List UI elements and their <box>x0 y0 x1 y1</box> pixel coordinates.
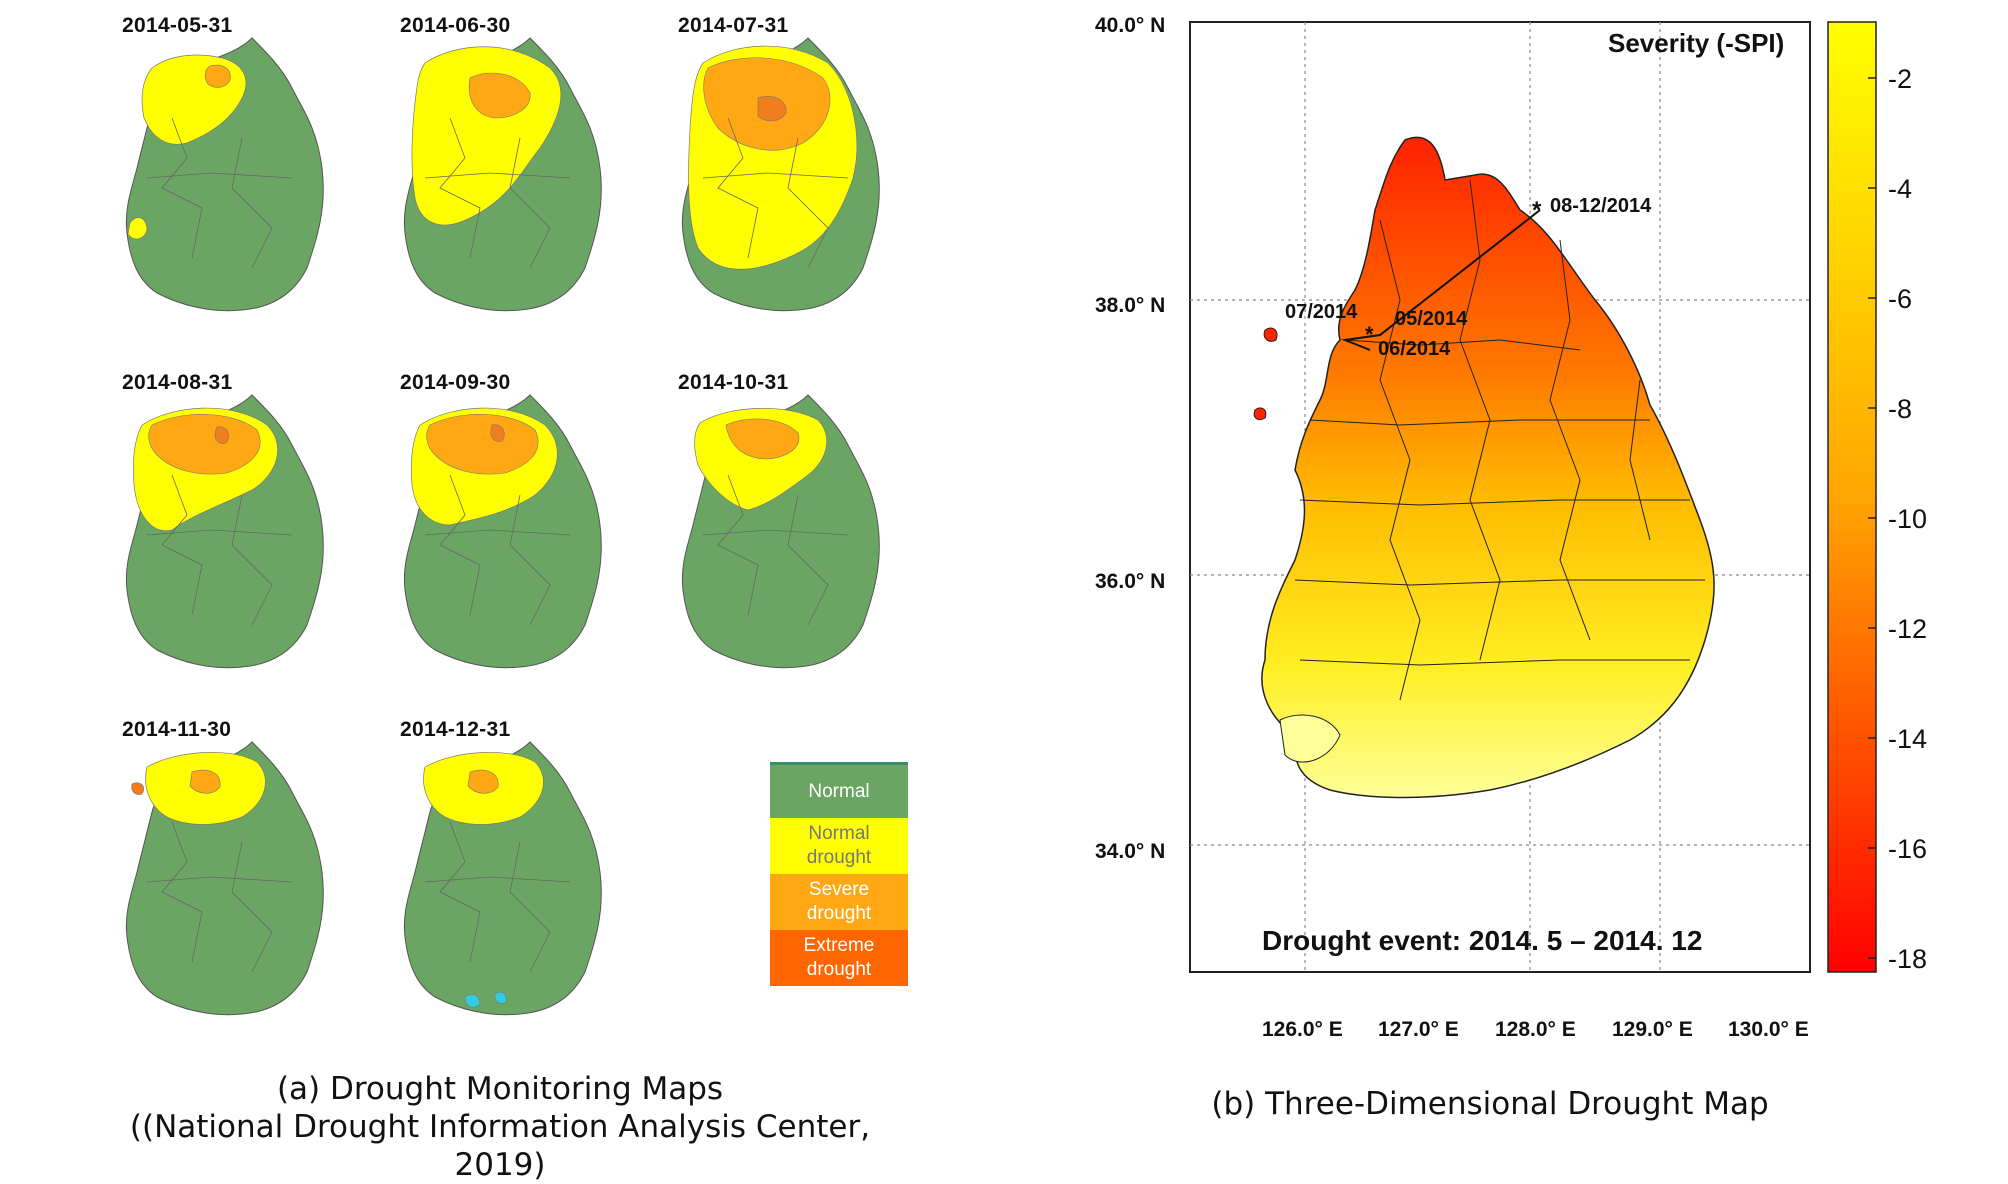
lon-label-127: 127.0° E <box>1378 1018 1459 1041</box>
colorbar <box>1827 21 1877 973</box>
trajectory-label-jul: 07/2014 <box>1285 301 1358 323</box>
map-graphic <box>403 394 602 669</box>
map-graphic <box>125 37 324 312</box>
severity-title: Severity (-SPI) <box>1608 28 1784 58</box>
legend-normal-drought: Normal drought <box>770 818 908 874</box>
legend-normal: Normal <box>770 762 908 818</box>
caption-a-line1: (a) Drought Monitoring Maps <box>276 1071 724 1107</box>
map-date-label: 2014-06-30 <box>400 14 511 37</box>
three-dimensional-drought-panel: * * 08-12/2014 07/2014 05/2014 06/2014 S… <box>1000 0 2008 1142</box>
map-date-label: 2014-09-30 <box>400 371 511 394</box>
mini-map-2014-05: 2014-05-31 <box>92 8 342 358</box>
colorbar-tick-label: -12 <box>1888 614 1927 644</box>
map-graphic <box>403 37 602 312</box>
colorbar-tick-label: -8 <box>1888 394 1912 424</box>
drought-trajectory: * * <box>1341 197 1542 351</box>
legend-severe-drought: Severe drought <box>770 874 908 930</box>
map-graphic <box>125 394 324 669</box>
map-graphic <box>125 741 324 1016</box>
colorbar-tick-label: -18 <box>1888 944 1927 974</box>
lat-label-40: 40.0° N <box>1095 14 1165 37</box>
colorbar-tick-label: -2 <box>1888 64 1912 94</box>
colorbar-tick-label: -10 <box>1888 504 1927 534</box>
drought-legend: Normal Normal drought Severe drought Ext… <box>770 762 908 986</box>
map-graphic <box>681 394 880 669</box>
lon-label-126: 126.0° E <box>1262 1018 1343 1041</box>
colorbar-tick-label: -14 <box>1888 724 1927 754</box>
map-date-label: 2014-12-31 <box>400 718 511 741</box>
mini-map-2014-09: 2014-09-30 <box>370 365 620 715</box>
caption-a-line2: ((National Drought Information Analysis … <box>129 1109 871 1183</box>
drought-monitoring-panel: 2014-05-31 2014-06-30 2014-07-31 2014-0 <box>0 0 1000 1183</box>
map-graphic <box>681 37 880 312</box>
drought-map-svg: * * 08-12/2014 07/2014 05/2014 06/2014 S… <box>1095 14 1927 1041</box>
colorbar-tick-label: -6 <box>1888 284 1912 314</box>
legend-extreme-drought: Extreme drought <box>770 930 908 986</box>
caption-a: (a) Drought Monitoring Maps ((National D… <box>90 1070 910 1184</box>
trajectory-label-may: 05/2014 <box>1395 308 1468 330</box>
map-date-label: 2014-05-31 <box>122 14 233 37</box>
korea-landmass <box>1253 136 1715 799</box>
trajectory-label-aug-dec: 08-12/2014 <box>1550 195 1652 217</box>
lat-label-38: 38.0° N <box>1095 294 1165 317</box>
colorbar-tick-label: -4 <box>1888 174 1912 204</box>
caption-b: (b) Three-Dimensional Drought Map <box>1211 1086 1769 1122</box>
svg-text:*: * <box>1365 322 1374 347</box>
map-date-label: 2014-11-30 <box>122 718 232 741</box>
mini-map-2014-07: 2014-07-31 <box>648 8 898 358</box>
colorbar-tick-label: -16 <box>1888 834 1927 864</box>
colorbar-ticks <box>1868 77 1876 959</box>
svg-text:*: * <box>1532 197 1542 224</box>
lon-label-130: 130.0° E <box>1728 1018 1809 1041</box>
map-date-label: 2014-07-31 <box>678 14 789 37</box>
lat-label-34: 34.0° N <box>1095 840 1165 863</box>
lat-label-36: 36.0° N <box>1095 570 1165 593</box>
mini-map-2014-11: 2014-11-30 <box>92 712 342 1062</box>
map-graphic <box>403 741 602 1016</box>
drought-event-note: Drought event: 2014. 5 – 2014. 12 <box>1262 925 1702 956</box>
mini-map-2014-10: 2014-10-31 <box>648 365 898 715</box>
map-date-label: 2014-10-31 <box>678 371 789 394</box>
mini-map-2014-06: 2014-06-30 <box>370 8 620 358</box>
mini-map-2014-12: 2014-12-31 <box>370 712 620 1062</box>
map-date-label: 2014-08-31 <box>122 371 233 394</box>
lon-label-128: 128.0° E <box>1495 1018 1576 1041</box>
lon-label-129: 129.0° E <box>1612 1018 1693 1041</box>
mini-map-2014-08: 2014-08-31 <box>92 365 342 715</box>
trajectory-label-jun: 06/2014 <box>1378 338 1451 360</box>
